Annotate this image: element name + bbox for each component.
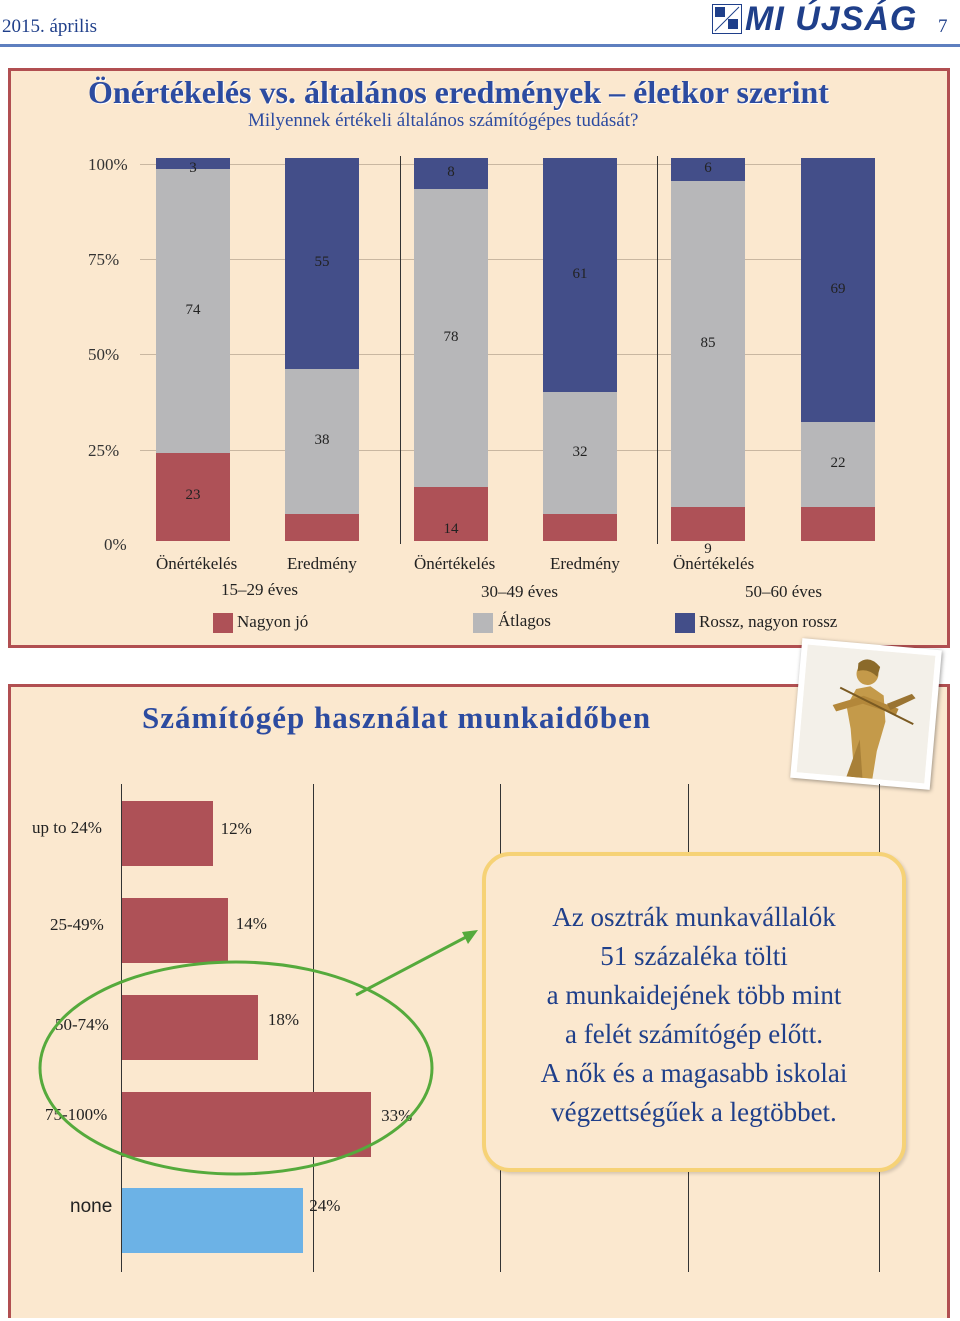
hbar-3	[122, 995, 258, 1060]
hbar-4	[122, 1092, 372, 1157]
group-divider-1	[400, 156, 401, 544]
chart1-subtitle: Milyennek értékeli általános számítógépe…	[248, 110, 639, 131]
bar-1-segment-average	[156, 169, 230, 453]
chart1-title: Önértékelés vs. általános eredmények – é…	[88, 74, 829, 110]
category-label-4: 75-100%	[45, 1105, 108, 1124]
group-label-3: 50–60 éves	[745, 582, 822, 601]
y-tick-75: 75%	[88, 250, 120, 269]
chart2-title: Számítógép használat munkaidőben	[142, 700, 652, 735]
bar-2-segment-poor	[285, 158, 359, 369]
legend-swatch-very-good	[213, 613, 233, 633]
bar-3-segment-poor	[414, 158, 488, 189]
hbar-5	[122, 1188, 304, 1253]
category-label-1: up to 24%	[32, 818, 102, 837]
bar-6-label-poor: 69	[830, 281, 846, 298]
hbar-1	[122, 801, 213, 866]
violinist-icon	[796, 644, 936, 784]
bar-3-segment-average	[414, 188, 488, 488]
group-divider-2	[657, 156, 658, 544]
category-label-5: none	[70, 1196, 113, 1217]
highlight-arrowhead	[462, 930, 478, 944]
gridline-50	[140, 354, 875, 355]
y-tick-50: 50%	[88, 345, 120, 364]
bar-2-label-average: 38	[314, 432, 330, 449]
bar-2-segment-very-good	[285, 514, 359, 541]
bar-label-2: Eredmény	[287, 554, 357, 573]
chart2-gridline-1	[313, 784, 314, 1272]
bar-5-label-poor: 6	[704, 160, 712, 176]
bar-6-segment-average	[801, 422, 875, 507]
logo-emblem-icon	[714, 6, 740, 32]
bar-4-label-average: 32	[572, 443, 588, 460]
hbar-1-value: 12%	[220, 819, 252, 838]
gridline-75	[140, 259, 875, 260]
photo-content	[796, 644, 936, 784]
page-number: 7	[938, 16, 948, 37]
bar-1-segment-very-good	[156, 452, 230, 541]
callout-box	[482, 852, 906, 1172]
bar-5-segment-average	[671, 180, 745, 507]
chart2-axis	[121, 784, 122, 1272]
highlight-ellipse	[38, 960, 434, 1176]
category-label-2: 25-49%	[50, 915, 104, 934]
bar-5-label-average: 85	[700, 334, 716, 351]
bar-5-segment-poor	[671, 158, 745, 181]
issue-date: 2015. április	[2, 16, 97, 37]
y-tick-0: 0%	[104, 535, 127, 554]
bar-4-segment-average	[543, 391, 617, 515]
bar-label-3: Önértékelés	[414, 554, 496, 573]
bar-1-label-average: 74	[185, 302, 201, 319]
y-tick-100: 100%	[88, 155, 128, 174]
callout-line-5: A nők és a magasabb iskolai	[540, 1058, 848, 1088]
group-label-2: 30–49 éves	[481, 582, 558, 601]
bar-2-segment-average	[285, 368, 359, 515]
bar-3-segment-very-good	[414, 487, 488, 541]
bar-5-label-very-good: 9	[704, 540, 712, 557]
callout-line-3: a munkaidejének több mint	[546, 980, 842, 1010]
callout-line-2: 51 százaléka tölti	[600, 941, 788, 971]
bar-5-segment-very-good	[671, 506, 745, 541]
legend-label-poor: Rossz, nagyon rossz	[699, 612, 838, 631]
legend-label-average: Átlagos	[498, 611, 551, 630]
bar-6-label-average: 22	[830, 455, 846, 472]
gridline-25	[140, 450, 875, 451]
callout-line-6: végzettségűek a legtöbbet.	[551, 1097, 837, 1127]
legend-label-very-good: Nagyon jó	[237, 612, 309, 631]
group-label-1: 15–29 éves	[221, 580, 298, 599]
bar-6-segment-poor	[801, 158, 875, 423]
hbar-5-value: 24%	[309, 1196, 341, 1215]
bar-1-segment-poor	[156, 158, 230, 170]
bar-label-1: Önértékelés	[156, 554, 238, 573]
bar-3-label-poor: 8	[447, 164, 455, 181]
category-label-3: 50-74%	[55, 1015, 109, 1034]
publication-logo: MI ÚJSÁG	[745, 0, 918, 38]
legend-swatch-poor	[675, 613, 695, 633]
bar-4-label-poor: 61	[572, 265, 588, 282]
gridline-100	[140, 164, 875, 165]
logo-emblem	[712, 4, 742, 34]
bar-4-segment-very-good	[543, 514, 617, 541]
bar-2-label-poor: 55	[314, 254, 330, 271]
callout-text: Az osztrák munkavállalók 51 százaléka tö…	[486, 898, 902, 1132]
legend-swatch-average	[473, 613, 493, 633]
bar-3-label-average: 78	[443, 329, 459, 345]
hbar-2-value: 14%	[235, 914, 267, 933]
bar-6-segment-very-good	[801, 506, 875, 541]
bar-3-label-very-good: 14	[443, 521, 459, 538]
callout-line-4: a felét számítógép előtt.	[565, 1019, 823, 1049]
bar-label-5: Önértékelés	[673, 554, 755, 573]
bar-1-label-poor: 3	[189, 160, 197, 176]
highlight-arrow	[355, 934, 469, 997]
bar-1-label-very-good: 23	[185, 486, 201, 503]
bar-label-4: Eredmény	[550, 554, 620, 573]
header-rule	[0, 44, 960, 47]
violinist-statue-photo	[790, 638, 942, 790]
hbar-2	[122, 898, 228, 963]
bar-4-segment-poor	[543, 158, 617, 392]
y-tick-25: 25%	[88, 441, 120, 460]
callout-line-1: Az osztrák munkavállalók	[552, 902, 836, 932]
hbar-3-value: 18%	[267, 1010, 300, 1029]
